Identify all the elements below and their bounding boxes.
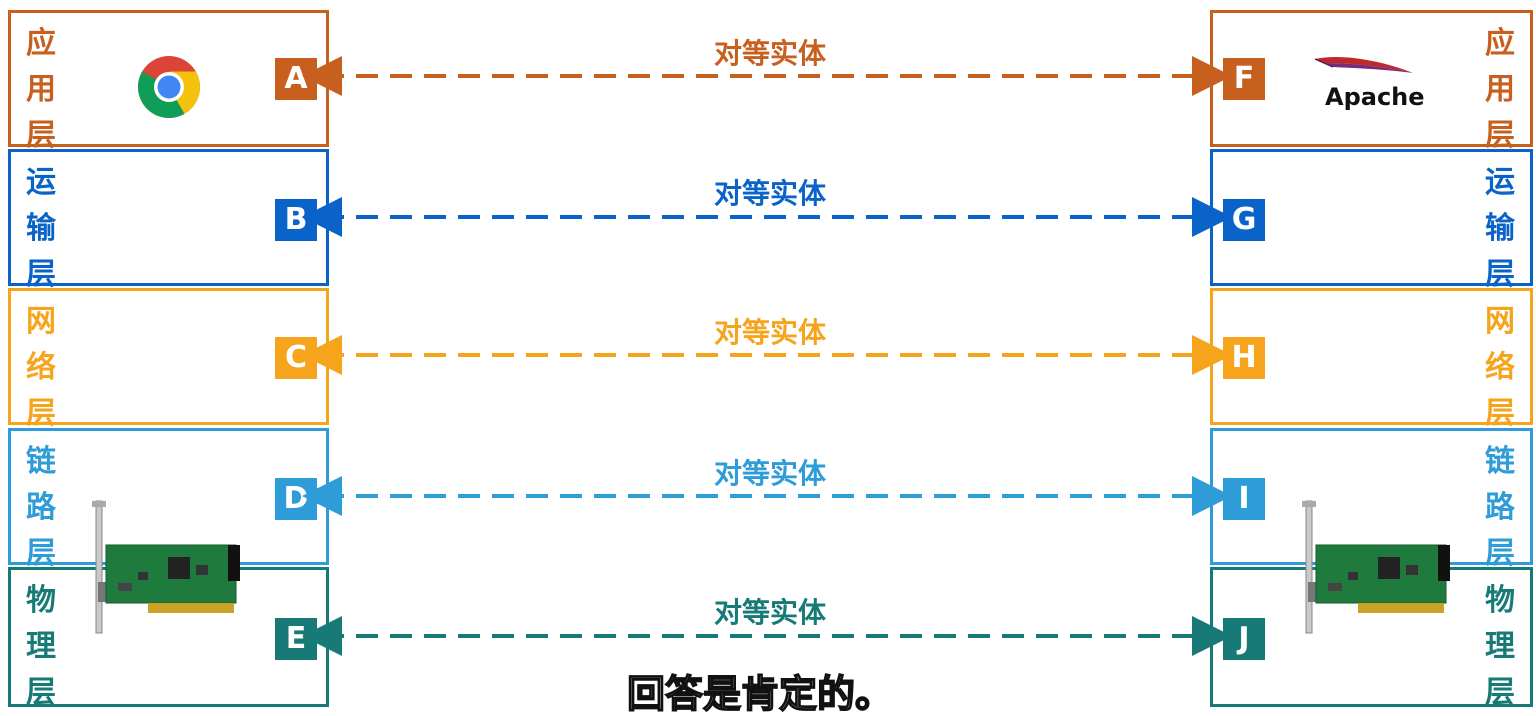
right-physical-layer-label: 物 理 层 <box>1485 583 1515 710</box>
network-interface-card-icon <box>1302 500 1450 634</box>
right-application-layer-label: 应 用 层 <box>1485 26 1515 153</box>
peer-label-transport: 对等实体 <box>713 177 826 210</box>
right-transport-layer-label: 运 输 层 <box>1485 165 1515 292</box>
peer-label-application: 对等实体 <box>713 37 826 70</box>
right-network-layer-label: 网 络 层 <box>1485 304 1515 431</box>
left-link-layer: 链 路 层 D <box>8 428 329 571</box>
left-transport-layer: 运 输 层 B <box>8 149 329 292</box>
chrome-browser-icon <box>138 56 200 118</box>
peer-label-link: 对等实体 <box>713 457 826 490</box>
left-link-layer-label: 链 路 层 <box>26 444 56 571</box>
left-application-layer: 应 用 层 A <box>8 10 329 153</box>
left-application-layer-label: 应 用 层 <box>26 26 56 153</box>
apache-logo-text: Apache <box>1325 83 1425 111</box>
left-transport-layer-label: 运 输 层 <box>26 165 56 292</box>
peer-label-physical: 对等实体 <box>713 596 826 629</box>
peer-label-network: 对等实体 <box>713 316 826 349</box>
right-link-layer-label: 链 路 层 <box>1485 444 1515 571</box>
right-application-layer: F Apache 应 用 层 <box>1210 10 1533 153</box>
apache-feather-icon <box>1314 56 1413 73</box>
left-network-layer-label: 网 络 层 <box>26 304 56 431</box>
right-link-layer: I 链 路 层 <box>1210 428 1533 571</box>
left-physical-layer-label: 物 理 层 <box>26 583 56 710</box>
network-interface-card-icon <box>92 500 240 634</box>
video-subtitle: 回答是肯定的。 <box>626 672 894 716</box>
right-transport-layer: G 运 输 层 <box>1210 149 1533 292</box>
